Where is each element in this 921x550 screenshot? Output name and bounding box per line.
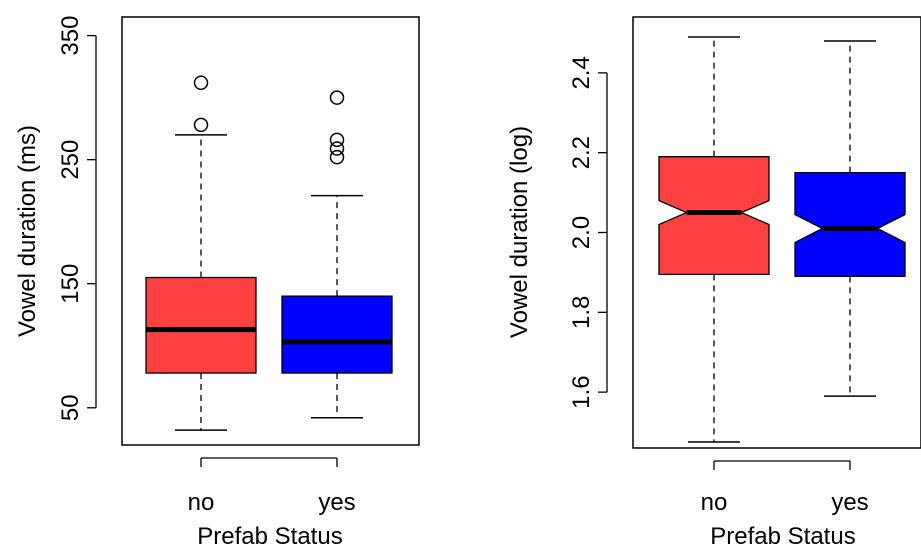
left-y-axis-title: Vowel duration (ms) — [14, 125, 41, 337]
right-box-marks — [658, 36, 906, 443]
left-x-tick-label-yes: yes — [318, 489, 355, 516]
right-x-axis-title: Prefab Status — [710, 523, 855, 550]
right-x-tick-label-yes: yes — [831, 489, 868, 516]
outlier-point — [193, 117, 209, 133]
right-y-tick-label: 2.2 — [568, 136, 595, 169]
left-x-axis: no yes — [188, 457, 356, 516]
left-y-tick-label: 350 — [57, 16, 84, 56]
right-y-tick-label: 2.0 — [568, 216, 595, 249]
box-body — [658, 156, 770, 276]
outlier-point — [329, 141, 345, 156]
right-y-tick-label: 1.8 — [568, 296, 595, 329]
left-box-yes — [281, 90, 393, 419]
right-y-axis-title: Vowel duration (log) — [506, 126, 533, 338]
box-body — [794, 171, 906, 278]
left-plot-frame — [121, 16, 420, 446]
left-x-tick-label-no: no — [188, 489, 215, 516]
left-y-tick-label: 50 — [57, 394, 84, 421]
right-box-no — [658, 36, 770, 443]
outlier-point — [329, 90, 345, 105]
box-body — [281, 295, 393, 374]
right-y-axis: 1.6 1.8 2.0 2.2 2.4 — [568, 56, 608, 409]
right-chart: 1.6 1.8 2.0 2.2 2.4 no yes Prefab Status Vowe… — [506, 16, 921, 550]
left-y-axis: 50 150 250 350 — [57, 16, 97, 421]
right-box-yes — [794, 40, 906, 397]
right-plot-frame — [632, 16, 921, 449]
outlier-point — [329, 132, 345, 148]
left-box-no — [145, 75, 257, 431]
left-y-tick-label: 250 — [57, 140, 84, 180]
left-chart: 50 150 250 350 no yes Prefab Status Vowel du… — [14, 16, 420, 550]
right-x-tick-label-no: no — [701, 489, 728, 516]
outlier-point — [193, 75, 209, 91]
right-y-tick-label: 1.6 — [568, 375, 595, 408]
outlier-point — [329, 149, 345, 165]
left-x-axis-title: Prefab Status — [197, 523, 342, 550]
box-body — [145, 276, 257, 374]
right-y-tick-label: 2.4 — [568, 56, 595, 89]
right-x-axis: no yes — [701, 460, 869, 516]
left-box-marks — [145, 75, 393, 431]
left-y-tick-label: 150 — [57, 264, 84, 304]
